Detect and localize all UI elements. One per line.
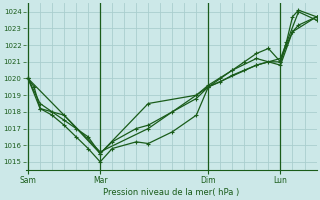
- X-axis label: Pression niveau de la mer( hPa ): Pression niveau de la mer( hPa ): [103, 188, 239, 197]
